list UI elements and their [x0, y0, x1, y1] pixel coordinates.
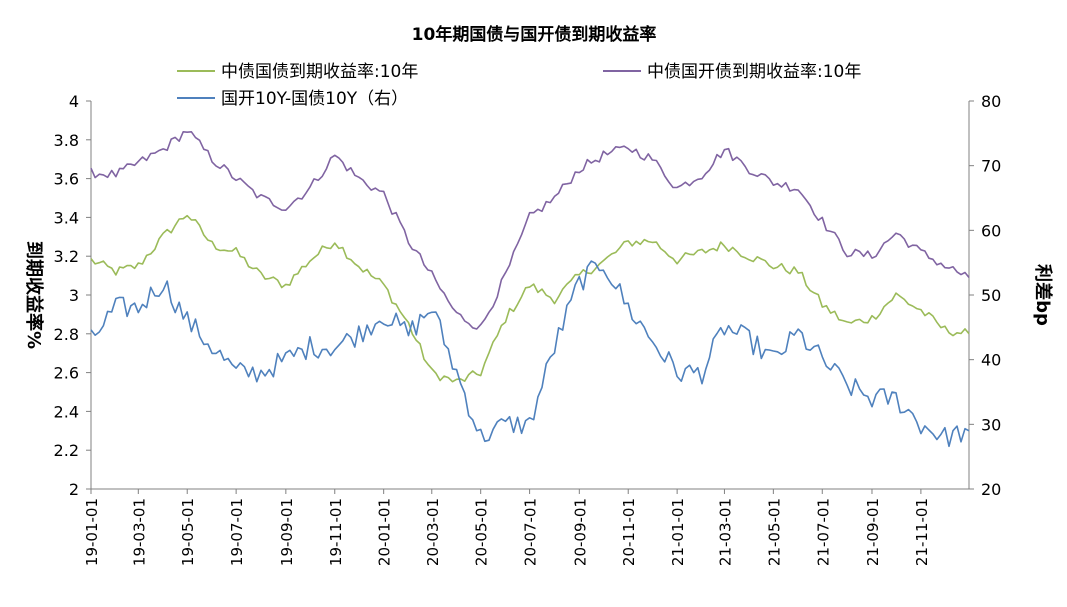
series-lines [90, 131, 970, 448]
left-tick-label: 3.4 [54, 208, 79, 227]
x-tick-label: 19-07-01 [228, 498, 246, 566]
x-tick-label: 20-03-01 [424, 498, 442, 566]
left-tick-label: 3.6 [54, 170, 79, 189]
x-tick-label: 19-11-01 [327, 498, 345, 566]
x-tick-label: 21-11-01 [913, 498, 931, 566]
right-tick-label: 40 [981, 351, 1001, 370]
x-tick-label: 20-01-01 [376, 498, 394, 566]
x-tick-label: 20-05-01 [473, 498, 491, 566]
x-tick-label: 21-03-01 [716, 498, 734, 566]
series-line-1 [90, 214, 970, 383]
x-tick-label: 20-07-01 [522, 498, 540, 566]
x-tick-label: 21-05-01 [765, 498, 783, 566]
x-tick-label: 19-05-01 [179, 498, 197, 566]
right-y-axis: 20 30 40 50 60 70 80 [968, 92, 1001, 499]
x-axis: 19-01-01 19-03-01 19-05-01 19-07-01 19-09-01… [83, 488, 969, 566]
right-tick-label: 50 [981, 286, 1001, 305]
x-tick-label: 19-03-01 [130, 498, 148, 566]
left-tick-label: 2.4 [54, 402, 79, 421]
x-tick-label: 21-07-01 [814, 498, 832, 566]
series-line-2 [90, 131, 970, 330]
chart-title: 10年期国债与国开债到期收益率 [412, 24, 657, 45]
legend-label-1: 中债国债到期收益率:10年 [221, 62, 418, 82]
legend-label-3: 国开10Y-国债10Y（右） [221, 89, 408, 109]
left-tick-label: 3.8 [54, 131, 79, 150]
left-tick-label: 3.2 [54, 247, 79, 266]
right-axis-title: 利差bp [1032, 264, 1054, 326]
x-tick-label: 20-09-01 [571, 498, 589, 566]
right-tick-label: 60 [981, 221, 1001, 240]
left-axis-title: 到期收益率% [23, 241, 45, 349]
x-tick-label: 20-11-01 [620, 498, 638, 566]
left-tick-label: 4 [69, 92, 79, 111]
left-y-axis: 2 2.2 2.4 2.6 2.8 3 3.2 3.4 3.6 3.8 4 [54, 92, 92, 499]
right-tick-label: 20 [981, 480, 1001, 499]
x-tick-label: 19-01-01 [83, 498, 101, 566]
series-line-3 [90, 260, 970, 448]
left-tick-label: 2.8 [54, 325, 79, 344]
right-tick-label: 70 [981, 157, 1001, 176]
x-tick-label: 21-09-01 [864, 498, 882, 566]
right-tick-label: 30 [981, 415, 1001, 434]
x-tick-label: 19-09-01 [278, 498, 296, 566]
x-tick-label: 21-01-01 [669, 498, 687, 566]
legend: 中债国债到期收益率:10年 中债国开债到期收益率:10年国开10Y-国债10Y（右… [177, 62, 861, 109]
left-tick-label: 2 [69, 480, 79, 499]
right-tick-label: 80 [981, 92, 1001, 111]
left-tick-label: 2.2 [54, 441, 79, 460]
left-tick-label: 2.6 [54, 364, 79, 383]
legend-label-2: 中债国开债到期收益率:10年 [647, 62, 861, 82]
left-tick-label: 3 [69, 286, 79, 305]
